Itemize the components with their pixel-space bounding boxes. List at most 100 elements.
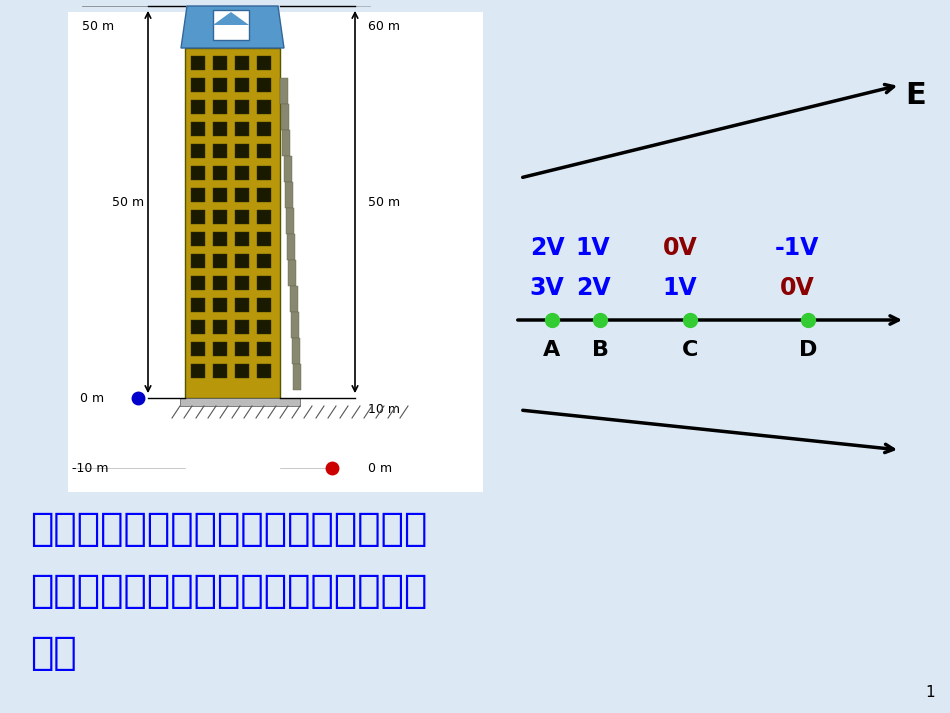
Bar — [213, 78, 227, 92]
Bar — [291, 312, 299, 338]
Bar — [257, 56, 271, 70]
Bar — [257, 298, 271, 312]
Text: A: A — [543, 340, 560, 360]
Bar — [213, 100, 227, 114]
Bar — [68, 12, 483, 492]
Bar — [235, 56, 249, 70]
Text: 50 m: 50 m — [368, 195, 400, 208]
Bar — [213, 254, 227, 268]
Bar — [290, 286, 297, 312]
Bar — [213, 166, 227, 180]
Polygon shape — [181, 6, 284, 48]
Bar — [213, 298, 227, 312]
Text: 3V: 3V — [530, 276, 564, 300]
Bar — [191, 320, 205, 334]
Text: 选择有关，而高度差与参考点的选择无: 选择有关，而高度差与参考点的选择无 — [30, 572, 428, 610]
Bar — [191, 122, 205, 136]
Bar — [285, 182, 293, 208]
Text: 50 m: 50 m — [112, 195, 144, 208]
Bar — [235, 78, 249, 92]
Bar — [191, 78, 205, 92]
Bar — [257, 122, 271, 136]
Text: 0 m: 0 m — [80, 391, 104, 404]
Bar — [213, 210, 227, 224]
Bar — [282, 130, 291, 156]
Bar — [257, 320, 271, 334]
Bar — [257, 100, 271, 114]
Bar — [235, 232, 249, 246]
Text: 0 m: 0 m — [368, 461, 392, 474]
Bar — [191, 254, 205, 268]
Bar — [257, 144, 271, 158]
Bar — [281, 104, 289, 130]
Text: 60 m: 60 m — [368, 19, 400, 33]
Bar — [257, 78, 271, 92]
Bar — [213, 364, 227, 378]
Text: 1V: 1V — [663, 276, 697, 300]
Bar — [287, 234, 295, 260]
Bar — [257, 254, 271, 268]
Bar — [180, 398, 300, 406]
Bar — [235, 100, 249, 114]
Bar — [257, 276, 271, 290]
Text: 0V: 0V — [663, 236, 697, 260]
Bar — [257, 188, 271, 202]
Bar — [191, 188, 205, 202]
Bar — [213, 56, 227, 70]
Bar — [235, 364, 249, 378]
Bar — [191, 56, 205, 70]
Bar — [280, 78, 288, 104]
Bar — [235, 210, 249, 224]
Bar — [257, 342, 271, 356]
Bar — [185, 48, 280, 398]
Text: C: C — [682, 340, 698, 360]
Bar — [213, 276, 227, 290]
Bar — [294, 364, 301, 390]
Text: D: D — [799, 340, 817, 360]
Bar — [235, 166, 249, 180]
Bar — [235, 276, 249, 290]
Bar — [213, 10, 249, 40]
Bar — [292, 338, 300, 364]
Bar — [235, 122, 249, 136]
Bar — [213, 144, 227, 158]
Bar — [191, 100, 205, 114]
Bar — [191, 210, 205, 224]
Text: 关。: 关。 — [30, 634, 77, 672]
Bar — [191, 364, 205, 378]
Bar — [289, 260, 296, 286]
Bar — [191, 342, 205, 356]
Text: 50 m: 50 m — [82, 19, 114, 33]
Bar — [235, 320, 249, 334]
Bar — [235, 298, 249, 312]
Text: E: E — [905, 81, 925, 110]
Text: 0V: 0V — [780, 276, 814, 300]
Bar — [213, 232, 227, 246]
Text: -1V: -1V — [775, 236, 819, 260]
Bar — [235, 144, 249, 158]
Text: 2V: 2V — [530, 236, 564, 260]
Bar — [257, 232, 271, 246]
Text: 1: 1 — [925, 685, 935, 700]
Bar — [284, 156, 292, 182]
Bar — [213, 122, 227, 136]
Bar — [257, 210, 271, 224]
Text: 2V: 2V — [576, 276, 610, 300]
Bar — [235, 254, 249, 268]
Bar — [191, 144, 205, 158]
Text: 1V: 1V — [576, 236, 610, 260]
Text: 10 m: 10 m — [368, 403, 400, 416]
Bar — [191, 232, 205, 246]
Bar — [213, 188, 227, 202]
Text: 电势和高度都具有相对性，与参考点的: 电势和高度都具有相对性，与参考点的 — [30, 510, 428, 548]
Bar — [191, 276, 205, 290]
Bar — [213, 320, 227, 334]
Bar — [191, 298, 205, 312]
Bar — [213, 342, 227, 356]
Bar — [235, 342, 249, 356]
Text: B: B — [592, 340, 609, 360]
Bar — [257, 166, 271, 180]
Bar — [235, 188, 249, 202]
Text: -10 m: -10 m — [72, 461, 108, 474]
Bar — [286, 208, 294, 234]
